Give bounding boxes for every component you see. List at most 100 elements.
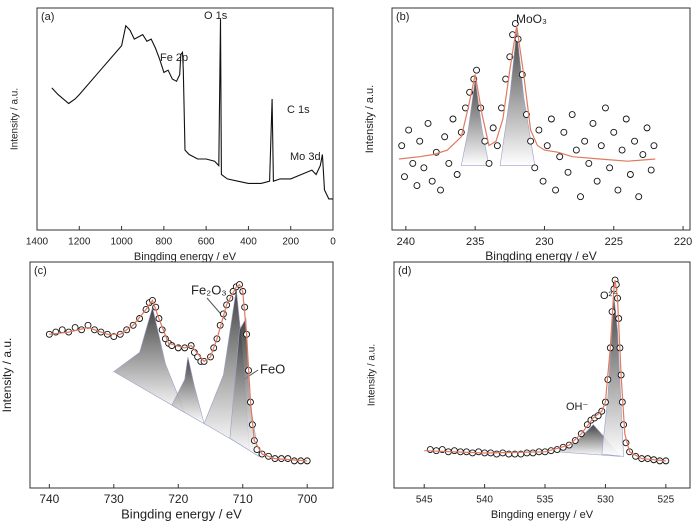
fit-component — [113, 307, 186, 414]
x-tick-label: 600 — [198, 237, 215, 248]
annotation: O 1s — [204, 10, 228, 22]
data-point — [639, 151, 647, 158]
annotation: Fe 2p — [160, 52, 188, 64]
plot-frame — [36, 7, 334, 231]
data-point — [529, 449, 537, 457]
x-tick-label: 545 — [416, 495, 433, 506]
data-point — [622, 115, 630, 123]
data-point — [581, 137, 589, 145]
fit-component — [460, 78, 490, 166]
data-point — [437, 186, 444, 194]
data-point — [531, 164, 539, 172]
data-point — [572, 146, 580, 154]
data-point — [568, 111, 576, 119]
fit-component — [499, 30, 536, 166]
data-point — [547, 115, 555, 123]
data-point — [493, 142, 501, 150]
data-point — [626, 171, 634, 178]
data-point — [398, 142, 406, 150]
x-tick-label: 700 — [297, 492, 317, 506]
data-point — [631, 137, 639, 145]
plot-frame — [393, 261, 691, 489]
annotation: MoO₃ — [516, 12, 547, 26]
data-point — [593, 177, 601, 185]
x-tick-label: 525 — [657, 495, 674, 506]
x-tick-label: 225 — [605, 236, 623, 248]
panel-label: (d) — [398, 265, 411, 277]
fit-component — [171, 356, 205, 425]
x-tick-label: 1000 — [110, 237, 133, 248]
x-tick-label: 710 — [233, 492, 253, 506]
x-tick-label: 720 — [168, 492, 188, 506]
annotation: O²⁻ — [600, 290, 618, 302]
data-point — [445, 159, 453, 167]
x-tick-label: 0 — [330, 237, 336, 248]
data-point — [110, 333, 118, 341]
data-point — [585, 159, 593, 167]
data-point — [284, 455, 292, 463]
x-tick-label: 730 — [104, 492, 124, 506]
data-point — [564, 168, 572, 176]
data-point — [597, 142, 605, 150]
data-point — [409, 159, 417, 167]
data-point — [650, 142, 658, 150]
data-point — [405, 126, 413, 134]
data-point — [571, 437, 579, 444]
x-tick-label: 1400 — [26, 237, 49, 248]
data-point — [450, 447, 458, 455]
x-tick-label: 535 — [537, 495, 554, 506]
fit-component — [601, 295, 624, 457]
annotation: OH⁻ — [566, 401, 589, 413]
data-point — [543, 142, 551, 150]
y-axis-title: Intensity / a.u. — [367, 344, 378, 406]
data-point — [441, 133, 449, 141]
x-tick-label: 530 — [597, 495, 614, 506]
x-axis-title: Bingding energy / eV — [491, 509, 594, 521]
data-point — [424, 119, 432, 127]
y-axis-title: Intensity / a.u. — [364, 85, 376, 153]
data-point — [606, 164, 614, 172]
data-point — [449, 115, 457, 123]
data-point — [643, 124, 651, 132]
data-point — [618, 146, 626, 154]
data-point — [426, 446, 434, 454]
x-axis-title: Bingding energy / eV — [134, 251, 237, 263]
data-point — [527, 137, 535, 145]
x-tick-label: 1200 — [68, 237, 91, 248]
data-point — [420, 164, 428, 172]
data-point — [511, 20, 519, 27]
spectrum-line — [51, 19, 333, 200]
plot-frame — [391, 7, 691, 231]
data-point — [614, 186, 622, 194]
y-axis-title: Intensity / a.u. — [10, 88, 21, 150]
plot-frame — [29, 261, 334, 489]
data-point — [647, 166, 655, 174]
x-tick-label: 230 — [535, 236, 553, 248]
data-point — [493, 450, 501, 458]
x-tick-label: 200 — [282, 237, 299, 248]
fit-line — [398, 25, 656, 162]
panel-label: (c) — [34, 265, 47, 277]
annotation: FeO — [260, 361, 285, 376]
data-point — [473, 66, 480, 74]
x-tick-label: 740 — [39, 492, 59, 506]
x-tick-label: 235 — [466, 236, 484, 248]
data-point — [577, 193, 584, 201]
data-point — [635, 193, 643, 201]
data-point — [539, 177, 547, 185]
data-point — [401, 173, 408, 181]
x-axis-title: Bingding energy / eV — [121, 506, 242, 521]
data-point — [523, 449, 531, 457]
annotation: C 1s — [287, 104, 310, 116]
fit-line — [424, 280, 666, 462]
x-axis-title: Bingding energy / eV — [485, 249, 596, 263]
panel-label: (a) — [41, 11, 54, 23]
data-point — [485, 159, 493, 167]
data-point — [84, 321, 92, 329]
data-point — [535, 126, 543, 134]
x-tick-label: 400 — [240, 237, 257, 248]
data-point — [560, 128, 568, 136]
data-point — [416, 137, 424, 145]
annotation: Fe₂O₃ — [191, 282, 227, 297]
